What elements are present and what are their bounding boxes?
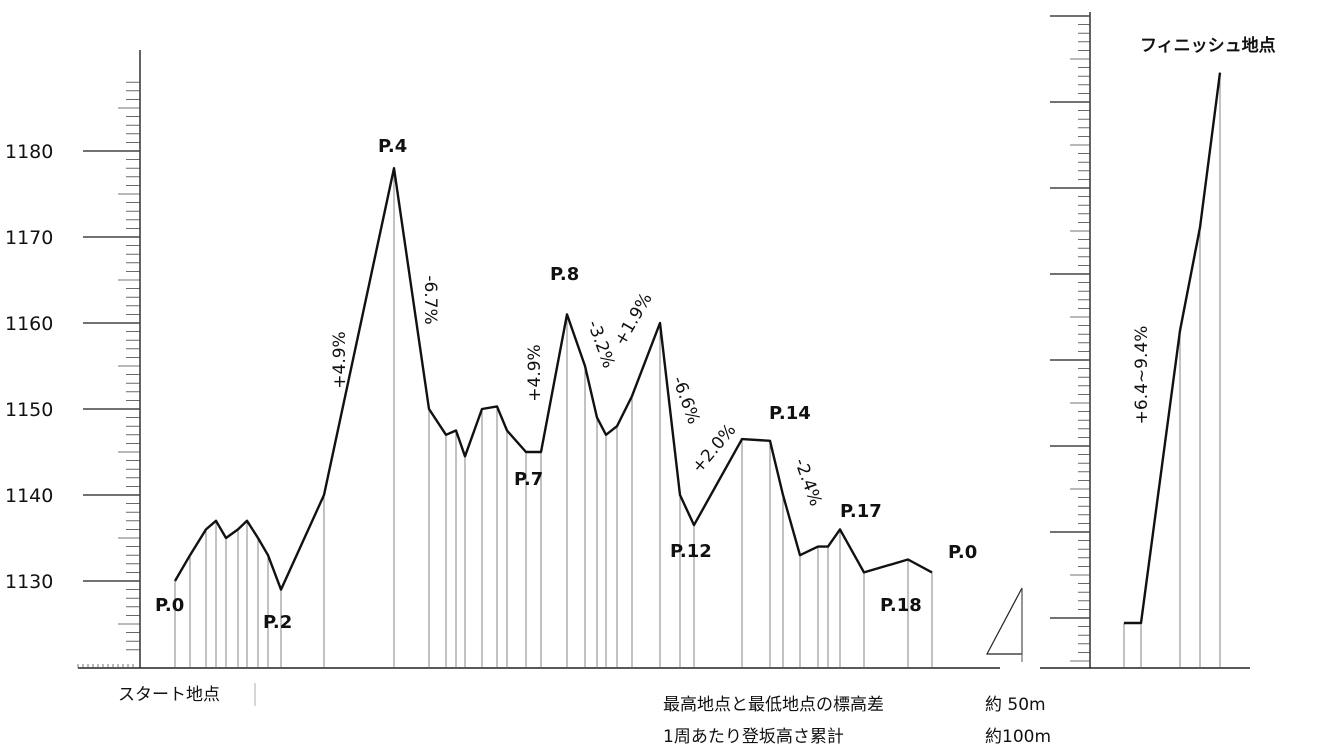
stat-label: 1周あたり登坂高さ累計 [663,727,844,747]
point-label: P.7 [514,469,543,490]
y-tick-label: 1160 [5,313,53,335]
grade-label: -6.7% [420,275,440,324]
point-label: P.0 [155,595,184,616]
course-stats: 最高地点と最低地点の標高差 約 50m 1周あたり登坂高さ累計 約100m [663,695,1051,747]
point-label: P.17 [840,501,882,522]
grade-label: +1.9% [611,290,657,350]
grade-label: +2.0% [688,420,740,477]
grade-label: +4.9% [330,331,350,388]
elevation-line [173,166,933,591]
point-label: P.14 [769,403,811,424]
point-label: P.4 [378,136,407,157]
point-label: P.0 [948,542,977,563]
grade-label: +4.9% [525,344,545,401]
point-label: P.2 [263,612,292,633]
point-label: P.8 [550,264,579,285]
point-label: P.18 [880,595,922,616]
y-tick-label: 1150 [5,399,53,421]
point-label: P.12 [670,541,712,562]
finish-point-label: フィニッシュ地点 [1140,35,1276,56]
stat-value: 約100m [985,727,1051,747]
grade-label: -3.2% [583,318,619,371]
stat-value: 約 50m [985,695,1046,715]
grade-label: -6.6% [668,374,704,427]
slope-triangle-icon [986,587,1023,655]
y-tick-label: 1140 [5,485,53,507]
start-point-label: スタート地点 [118,685,220,705]
stat-label: 最高地点と最低地点の標高差 [663,695,884,715]
grade-label: +6.4~9.4% [1132,326,1152,425]
course-profile: 1130 1140 1150 1160 1170 1180 P.0 P.2 P.4 P.7 P.8 P… [5,50,1023,706]
finish-climb-profile: +6.4~9.4% フィニッシュ地点 [1040,12,1276,669]
grade-label: -2.4% [790,456,826,509]
y-tick-label: 1130 [5,571,53,593]
y-tick-label: 1170 [5,227,53,249]
y-tick-label: 1180 [5,141,53,163]
elevation-line [1124,72,1222,625]
